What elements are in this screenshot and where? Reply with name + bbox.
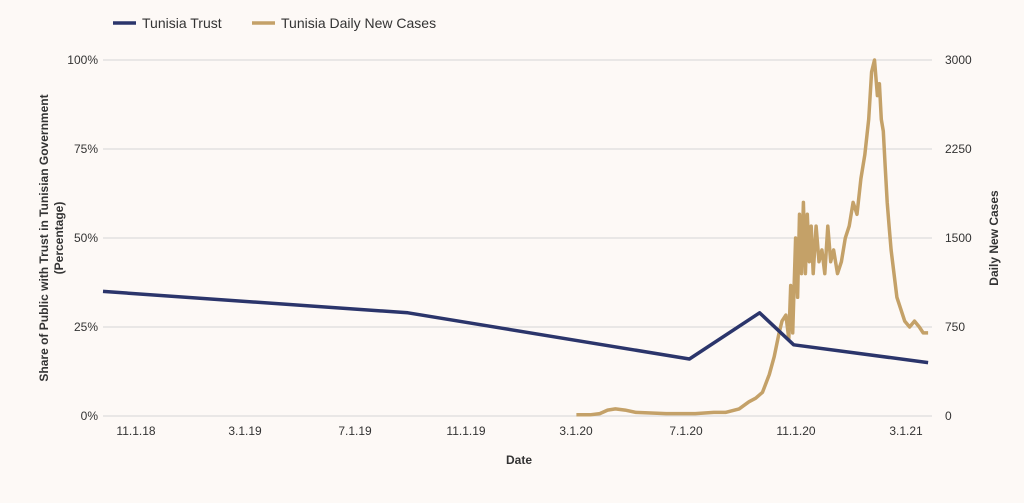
x-axis-ticks: 11.1.18 3.1.19 7.1.19 11.1.19 3.1.20 7.1.20 11… [116,424,923,438]
x-tick-label: 7.1.19 [338,424,372,438]
right-axis-ticks: 0 750 1500 2250 3000 [945,53,972,423]
series-line-daily-new-cases [576,58,929,417]
right-tick-label: 0 [945,409,952,423]
left-axis-ticks: 0% 25% 50% 75% 100% [67,53,98,423]
legend: Tunisia Trust Tunisia Daily New Cases [113,15,436,31]
legend-label-trust: Tunisia Trust [142,15,222,31]
x-tick-label: 3.1.19 [228,424,262,438]
right-tick-label: 3000 [945,53,972,67]
left-axis-title: Share of Public with Trust in Tunisian G… [37,94,66,381]
x-axis-title: Date [506,453,532,467]
right-tick-label: 750 [945,320,965,334]
left-tick-label: 50% [74,231,98,245]
left-tick-label: 100% [67,53,98,67]
left-axis-title-line-2: (Percentage) [52,202,66,275]
legend-label-cases: Tunisia Daily New Cases [281,15,436,31]
series-line-tunisia-trust [102,289,929,365]
left-tick-label: 25% [74,320,98,334]
x-tick-label: 3.1.21 [889,424,923,438]
right-tick-label: 1500 [945,231,972,245]
left-axis-title-line-1: Share of Public with Trust in Tunisian G… [37,94,51,381]
x-tick-label: 11.1.20 [776,424,815,438]
x-tick-label: 11.1.18 [116,424,155,438]
x-tick-label: 3.1.20 [559,424,593,438]
right-tick-label: 2250 [945,142,972,156]
left-tick-label: 75% [74,142,98,156]
left-tick-label: 0% [81,409,99,423]
x-tick-label: 11.1.19 [446,424,485,438]
grid [103,59,932,417]
x-tick-label: 7.1.20 [669,424,703,438]
right-axis-title: Daily New Cases [987,190,1001,286]
